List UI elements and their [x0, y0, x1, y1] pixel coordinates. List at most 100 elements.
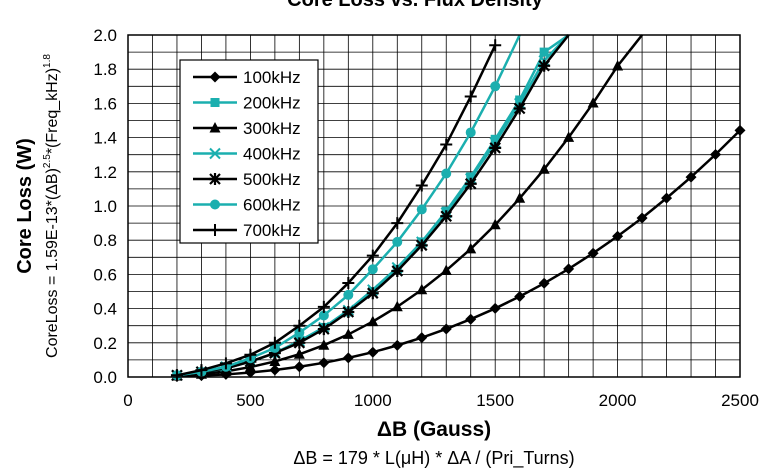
y-formula-mid: *(Freq_kHz) — [44, 68, 61, 154]
marker-shape — [416, 283, 428, 295]
marker-shape — [209, 147, 221, 160]
data-point — [318, 357, 330, 369]
marker-shape — [209, 122, 221, 133]
data-point — [268, 347, 281, 360]
data-point — [440, 138, 453, 151]
legend-item: 200kHz — [193, 94, 301, 113]
marker-shape — [318, 357, 330, 369]
data-point — [464, 90, 477, 103]
marker-shape — [367, 264, 378, 275]
data-point — [318, 339, 330, 350]
data-point — [343, 289, 354, 300]
marker-shape — [441, 168, 452, 179]
data-point — [391, 300, 403, 312]
data-point — [465, 127, 476, 138]
marker-shape — [710, 149, 722, 161]
marker-shape — [685, 171, 697, 183]
data-point — [392, 236, 403, 247]
marker-shape — [392, 236, 403, 247]
legend-marker — [210, 98, 220, 107]
legend: 100kHz 200kHz 300kHz 400kHz 500kHz 600kHz 700k… — [179, 59, 319, 244]
y-formula-prefix: CoreLoss = 1.59E-13*(ΔB) — [44, 168, 61, 358]
y-tick-label: 1.6 — [93, 94, 117, 113]
marker-shape — [465, 313, 477, 325]
marker-shape — [489, 218, 501, 230]
marker-shape — [210, 199, 220, 210]
marker-shape — [464, 90, 477, 103]
data-point — [489, 141, 502, 154]
data-point — [563, 131, 575, 142]
marker-shape — [391, 300, 403, 312]
marker-shape — [342, 352, 354, 364]
legend-item: 500kHz — [193, 170, 301, 189]
data-point — [440, 210, 453, 223]
marker-shape — [515, 95, 525, 105]
marker-shape — [209, 173, 221, 185]
data-point — [416, 204, 427, 215]
data-point — [342, 306, 355, 319]
data-point — [514, 290, 526, 302]
data-point — [342, 352, 354, 364]
marker-shape — [636, 212, 648, 224]
marker-shape — [294, 327, 305, 338]
marker-shape — [415, 179, 428, 192]
data-point — [538, 277, 550, 289]
legend-label: 700kHz — [243, 221, 301, 240]
data-point — [170, 369, 183, 382]
data-point — [268, 336, 281, 349]
data-series — [170, 33, 746, 382]
x-tick-label: 1500 — [476, 391, 514, 410]
data-point — [294, 327, 305, 338]
marker-shape — [416, 332, 428, 344]
x-tick-label: 2000 — [599, 391, 637, 410]
marker-shape — [563, 131, 575, 142]
x-axis-formula: ΔB = 179 * L(μH) * ΔA / (Pri_Turns) — [293, 448, 574, 469]
y-tick-label: 0.6 — [93, 265, 117, 284]
x-tick-label: 2500 — [721, 391, 759, 410]
y-formula-exp1: 2.5 — [42, 154, 53, 168]
series-600kHz — [171, 34, 521, 381]
marker-shape — [513, 102, 526, 115]
series-700kHz — [170, 39, 502, 382]
data-point — [195, 364, 208, 377]
marker-shape — [391, 217, 404, 230]
marker-shape — [587, 97, 599, 108]
data-point — [366, 287, 379, 300]
marker-shape — [342, 306, 355, 319]
marker-shape — [489, 302, 501, 314]
marker-shape — [367, 346, 379, 358]
marker-shape — [612, 230, 624, 242]
series-line — [176, 44, 497, 377]
marker-shape — [268, 347, 281, 360]
marker-shape — [367, 315, 379, 327]
data-point — [440, 323, 452, 335]
legend-label: 400kHz — [243, 145, 301, 164]
data-point — [244, 348, 257, 361]
marker-shape — [209, 71, 221, 83]
data-point — [440, 264, 452, 275]
marker-shape — [661, 192, 673, 204]
legend-item: 600kHz — [193, 196, 301, 215]
tick-labels: 0 500 1000 1500 2000 2500 0.0 0.2 0.4 0.6 0.8 1.0 1.… — [93, 26, 759, 410]
data-point — [515, 95, 525, 105]
data-point — [416, 283, 428, 295]
legend-marker — [210, 199, 220, 210]
marker-shape — [342, 328, 354, 339]
legend-item: 400kHz — [193, 145, 301, 164]
legend-item: 300kHz — [193, 119, 301, 138]
marker-shape — [391, 264, 404, 277]
marker-shape — [342, 276, 355, 289]
marker-shape — [318, 310, 329, 321]
marker-shape — [210, 98, 220, 107]
marker-shape — [317, 300, 330, 313]
data-point — [489, 39, 502, 52]
marker-shape — [440, 210, 453, 223]
legend-marker — [209, 224, 221, 236]
data-point — [710, 149, 722, 161]
data-point — [464, 177, 477, 190]
data-point — [538, 59, 551, 72]
marker-shape — [269, 355, 281, 366]
marker-shape — [514, 290, 526, 302]
marker-shape — [219, 357, 232, 370]
x-tick-label: 500 — [236, 391, 264, 410]
